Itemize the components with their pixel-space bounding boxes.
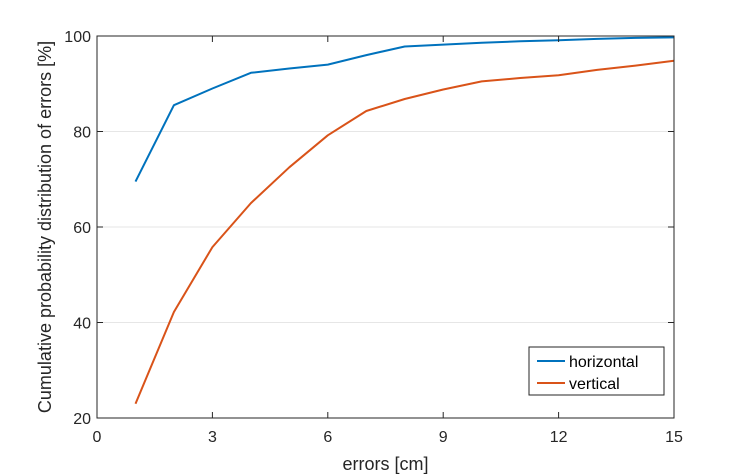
series-line-horizontal	[134, 36, 675, 183]
x-axis-label: errors [cm]	[342, 454, 428, 474]
legend-label-vertical: vertical	[569, 376, 620, 393]
legend-label-horizontal: horizontal	[569, 354, 638, 371]
grid-lines	[97, 131, 674, 323]
tick-labels: 20 40 60 80 100 0 3 6 9 12 15	[64, 29, 683, 446]
x-tick-label-3: 3	[208, 429, 217, 446]
y-tick-label-20: 20	[73, 411, 91, 428]
y-axis-label: Cumulative probability distribution of e…	[35, 41, 55, 413]
y-tick-label-80: 80	[73, 125, 91, 142]
y-tick-label-40: 40	[73, 316, 91, 333]
x-tick-label-0: 0	[93, 429, 102, 446]
legend: horizontal vertical	[528, 346, 665, 396]
axis-ticks	[96, 35, 675, 419]
series-layer	[134, 36, 675, 405]
x-tick-label-9: 9	[439, 429, 448, 446]
y-tick-label-100: 100	[64, 29, 91, 46]
series-line-vertical	[134, 59, 675, 405]
legend-box	[528, 346, 665, 396]
y-tick-label-60: 60	[73, 220, 91, 237]
x-tick-label-6: 6	[323, 429, 332, 446]
x-tick-label-12: 12	[550, 429, 568, 446]
x-tick-label-15: 15	[665, 429, 683, 446]
